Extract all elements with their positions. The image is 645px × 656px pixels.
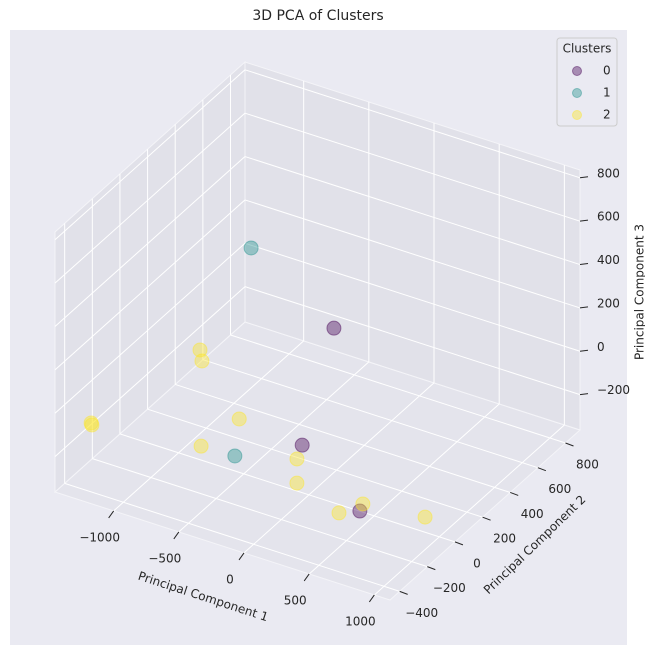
back-pane — [244, 61, 581, 431]
legend-marker — [572, 66, 582, 76]
legend-label: 2 — [603, 108, 611, 122]
grid-line — [178, 361, 370, 533]
z-tick — [579, 393, 589, 396]
z-tick-label: 200 — [597, 296, 620, 310]
grid-line — [244, 69, 581, 179]
point — [231, 411, 247, 427]
grid-line — [54, 69, 246, 241]
x-tick — [238, 552, 245, 561]
y-tick-label: 200 — [493, 532, 516, 546]
point — [326, 320, 342, 336]
grid-line — [244, 242, 581, 352]
point — [84, 417, 100, 433]
grid-line — [244, 199, 581, 309]
grid-line — [244, 286, 581, 396]
x-tick-label: −500 — [148, 551, 181, 565]
point — [83, 415, 99, 431]
grid-line — [374, 424, 565, 596]
z-tick — [579, 219, 589, 222]
grid-line — [64, 482, 400, 592]
legend-marker — [572, 110, 582, 120]
chart-title: 3D PCA of Clusters — [252, 8, 383, 24]
y-tick — [427, 566, 436, 571]
y-tick-label: −200 — [433, 581, 466, 595]
point — [243, 240, 259, 256]
point — [417, 509, 433, 525]
grid-line — [119, 433, 456, 543]
grid-line — [308, 403, 500, 575]
z-tick — [579, 349, 589, 352]
y-tick-label: 400 — [521, 507, 544, 521]
grid-line — [230, 334, 566, 444]
grid-line — [54, 156, 246, 327]
z-tick-label: 400 — [597, 253, 620, 267]
point — [352, 503, 368, 519]
grid-line — [244, 112, 581, 222]
z-tick-label: 800 — [597, 166, 620, 180]
point — [194, 353, 210, 369]
point — [355, 496, 371, 512]
y-tick — [399, 590, 408, 595]
legend-label: 0 — [603, 64, 611, 78]
point — [227, 448, 243, 464]
z-tick — [579, 306, 589, 309]
grid-line — [175, 383, 511, 493]
x-tick — [303, 573, 310, 582]
legend-box — [556, 37, 618, 127]
x-tick — [173, 531, 180, 540]
z-tick — [579, 176, 589, 179]
z-tick-label: −200 — [597, 383, 630, 397]
y-tick-label: 800 — [576, 457, 599, 471]
y-tick-label: 0 — [473, 556, 481, 570]
x-tick — [108, 510, 115, 519]
x-tick — [368, 594, 375, 603]
point — [289, 475, 305, 491]
z-tick — [579, 263, 589, 266]
grid-line — [113, 340, 304, 512]
legend-marker — [572, 88, 582, 98]
legend-label: 1 — [603, 86, 611, 100]
y-tick — [482, 516, 491, 521]
grid-line — [54, 112, 246, 284]
grid-line — [244, 156, 581, 266]
legend: Clusters 0 1 2 — [556, 37, 618, 127]
point — [192, 342, 208, 358]
legend-title: Clusters — [563, 42, 612, 56]
z-tick-label: 600 — [597, 210, 620, 224]
y-tick — [510, 491, 519, 496]
x-tick-label: 0 — [226, 572, 234, 586]
plot-background — [10, 30, 627, 645]
y-tick-label: −400 — [405, 606, 438, 620]
grid-line — [54, 199, 246, 371]
grid-line — [243, 382, 435, 554]
y-tick — [537, 467, 547, 472]
y-tick — [565, 442, 574, 447]
x-tick-label: 500 — [284, 593, 307, 607]
grid-line — [54, 242, 246, 414]
y-tick-label: 600 — [548, 482, 571, 496]
point — [193, 438, 209, 454]
point — [289, 451, 305, 467]
z-tick-label: 0 — [597, 340, 605, 354]
x-tick-label: −1000 — [79, 530, 120, 544]
x-tick-label: 1000 — [345, 614, 376, 628]
grid-line — [92, 458, 428, 568]
grid-line — [147, 408, 483, 518]
grid-line — [202, 359, 539, 469]
grid-line — [54, 286, 246, 458]
z-axis-label: Principal Component 3 — [633, 224, 645, 360]
y-tick — [454, 541, 464, 546]
point — [331, 505, 347, 521]
point — [294, 437, 310, 453]
